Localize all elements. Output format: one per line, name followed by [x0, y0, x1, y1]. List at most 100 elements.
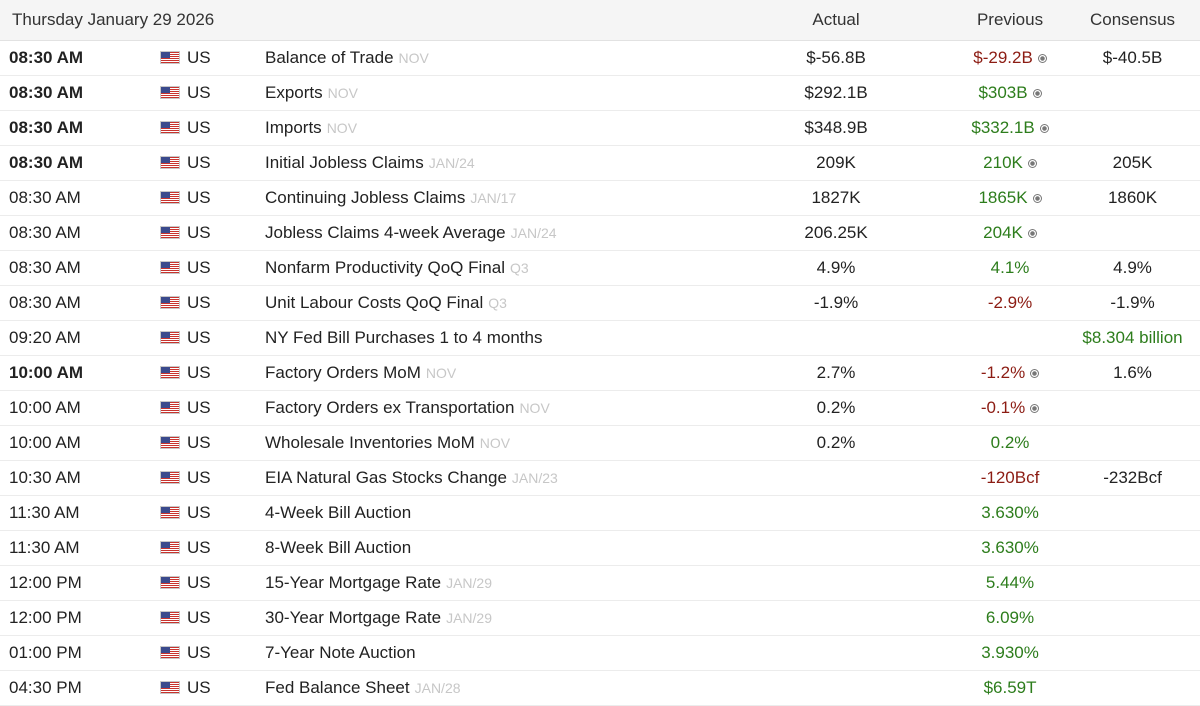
event-reference-period: NOV	[479, 435, 511, 451]
country-code: US	[187, 538, 211, 557]
event-name-link[interactable]: Jobless Claims 4-week Average	[265, 223, 506, 242]
us-flag-icon	[160, 471, 180, 484]
consensus-column-header[interactable]: Consensus	[1065, 0, 1200, 41]
event-time: 09:20 AM	[0, 320, 158, 356]
event-name-link[interactable]: 30-Year Mortgage Rate	[265, 608, 442, 627]
date-header: Thursday January 29 2026	[0, 0, 718, 41]
revised-icon[interactable]	[1030, 369, 1040, 378]
event-row[interactable]: 08:30 AM US Balance of Trade NOV $-56.8B $-29…	[0, 40, 1200, 76]
revised-icon[interactable]	[1037, 54, 1047, 63]
event-country: US	[158, 600, 262, 636]
event-row[interactable]: 01:00 PM US 7-Year Note Auction 3.930%	[0, 635, 1200, 671]
previous-column-header[interactable]: Previous	[955, 0, 1066, 41]
actual-column-header[interactable]: Actual	[717, 0, 956, 41]
us-flag-icon	[160, 191, 180, 204]
country-code: US	[187, 503, 211, 522]
event-name-link[interactable]: EIA Natural Gas Stocks Change	[265, 468, 507, 487]
actual-value	[717, 600, 956, 636]
event-time: 12:00 PM	[0, 600, 158, 636]
event-row[interactable]: 10:00 AM US Factory Orders ex Transportati…	[0, 390, 1200, 426]
revised-icon[interactable]	[1032, 194, 1042, 203]
previous-cell: -1.2%	[955, 355, 1066, 391]
event-cell: Exports NOV	[262, 75, 718, 111]
event-row[interactable]: 08:30 AM US Unit Labour Costs QoQ Final Q3-…	[0, 285, 1200, 321]
revised-icon[interactable]	[1027, 229, 1037, 238]
previous-value: 1865K	[978, 188, 1028, 207]
event-name-link[interactable]: 15-Year Mortgage Rate	[265, 573, 442, 592]
actual-value	[717, 460, 956, 496]
event-row[interactable]: 10:00 AM US Factory Orders MoM NOV 2.7% -1.2%…	[0, 355, 1200, 391]
actual-value: 0.2%	[717, 390, 956, 426]
previous-value: -1.2%	[980, 363, 1026, 382]
actual-value: 1827K	[717, 180, 956, 216]
event-row[interactable]: 09:20 AM US NY Fed Bill Purchases 1 to 4 m…	[0, 320, 1200, 356]
event-row[interactable]: 12:00 PM US 30-Year Mortgage Rate JAN/29 6.0…	[0, 600, 1200, 636]
event-name-link[interactable]: Nonfarm Productivity QoQ Final	[265, 258, 505, 277]
us-flag-icon	[160, 681, 180, 694]
event-name-link[interactable]: Initial Jobless Claims	[265, 153, 424, 172]
revised-icon[interactable]	[1030, 404, 1040, 413]
actual-value: 209K	[717, 145, 956, 181]
event-cell: 30-Year Mortgage Rate JAN/29	[262, 600, 718, 636]
event-name-link[interactable]: Wholesale Inventories MoM	[265, 433, 475, 452]
previous-value: -2.9%	[987, 293, 1033, 312]
consensus-value: 205K	[1065, 145, 1200, 181]
event-name-link[interactable]: Fed Balance Sheet	[265, 678, 410, 697]
event-row[interactable]: 08:30 AM US Nonfarm Productivity QoQ Final…	[0, 250, 1200, 286]
event-row[interactable]: 08:30 AM US Continuing Jobless Claims JAN/1…	[0, 180, 1200, 216]
event-row[interactable]: 11:30 AM US 4-Week Bill Auction 3.630%	[0, 495, 1200, 531]
revised-icon[interactable]	[1039, 124, 1049, 133]
event-name-link[interactable]: Balance of Trade	[265, 48, 394, 67]
event-name-link[interactable]: Imports	[265, 118, 322, 137]
event-row[interactable]: 08:30 AM US Exports NOV $292.1B $303B	[0, 75, 1200, 111]
actual-value: $-56.8B	[717, 40, 956, 76]
event-reference-period: JAN/29	[446, 575, 493, 591]
us-flag-icon	[160, 436, 180, 449]
event-time: 01:00 PM	[0, 635, 158, 671]
event-name-link[interactable]: 7-Year Note Auction	[265, 643, 416, 662]
event-name-link[interactable]: Continuing Jobless Claims	[265, 188, 466, 207]
event-country: US	[158, 495, 262, 531]
revised-icon[interactable]	[1027, 159, 1037, 168]
event-country: US	[158, 215, 262, 251]
event-country: US	[158, 110, 262, 146]
event-row[interactable]: 08:30 AM US Imports NOV $348.9B $332.1B	[0, 110, 1200, 146]
event-cell: 15-Year Mortgage Rate JAN/29	[262, 565, 718, 601]
actual-value: 0.2%	[717, 425, 956, 461]
previous-value: 4.1%	[990, 258, 1030, 277]
event-time: 08:30 AM	[0, 75, 158, 111]
consensus-value: -1.9%	[1065, 285, 1200, 321]
event-name-link[interactable]: Factory Orders MoM	[265, 363, 421, 382]
actual-value: 206.25K	[717, 215, 956, 251]
actual-value: $348.9B	[717, 110, 956, 146]
event-row[interactable]: 10:00 AM US Wholesale Inventories MoM NOV 0.…	[0, 425, 1200, 461]
event-name-link[interactable]: Unit Labour Costs QoQ Final	[265, 293, 484, 312]
event-name-link[interactable]: 8-Week Bill Auction	[265, 538, 412, 557]
country-code: US	[187, 363, 211, 382]
event-row[interactable]: 12:00 PM US 15-Year Mortgage Rate JAN/29 5.4…	[0, 565, 1200, 601]
event-cell: Unit Labour Costs QoQ Final Q3	[262, 285, 718, 321]
event-row[interactable]: 04:30 PM US Fed Balance Sheet JAN/28 $6.59T	[0, 670, 1200, 706]
event-country: US	[158, 670, 262, 706]
event-row[interactable]: 08:30 AM US Initial Jobless Claims JAN/24 20…	[0, 145, 1200, 181]
event-row[interactable]: 08:30 AM US Jobless Claims 4-week Average J…	[0, 215, 1200, 251]
event-name-link[interactable]: 4-Week Bill Auction	[265, 503, 412, 522]
event-row[interactable]: 11:30 AM US 8-Week Bill Auction 3.630%	[0, 530, 1200, 566]
event-row[interactable]: 10:30 AM US EIA Natural Gas Stocks Change J…	[0, 460, 1200, 496]
event-time: 08:30 AM	[0, 250, 158, 286]
previous-value: -0.1%	[980, 398, 1026, 417]
consensus-value: 1860K	[1065, 180, 1200, 216]
event-cell: Balance of Trade NOV	[262, 40, 718, 76]
event-cell: 8-Week Bill Auction	[262, 530, 718, 566]
previous-value: 0.2%	[990, 433, 1030, 452]
previous-value: 210K	[983, 153, 1023, 172]
event-name-link[interactable]: Exports	[265, 83, 323, 102]
previous-cell: 6.09%	[955, 600, 1066, 636]
us-flag-icon	[160, 576, 180, 589]
previous-cell: -0.1%	[955, 390, 1066, 426]
event-reference-period: NOV	[326, 120, 358, 136]
event-name-link[interactable]: NY Fed Bill Purchases 1 to 4 months	[265, 328, 543, 347]
revised-icon[interactable]	[1032, 89, 1042, 98]
event-name-link[interactable]: Factory Orders ex Transportation	[265, 398, 515, 417]
